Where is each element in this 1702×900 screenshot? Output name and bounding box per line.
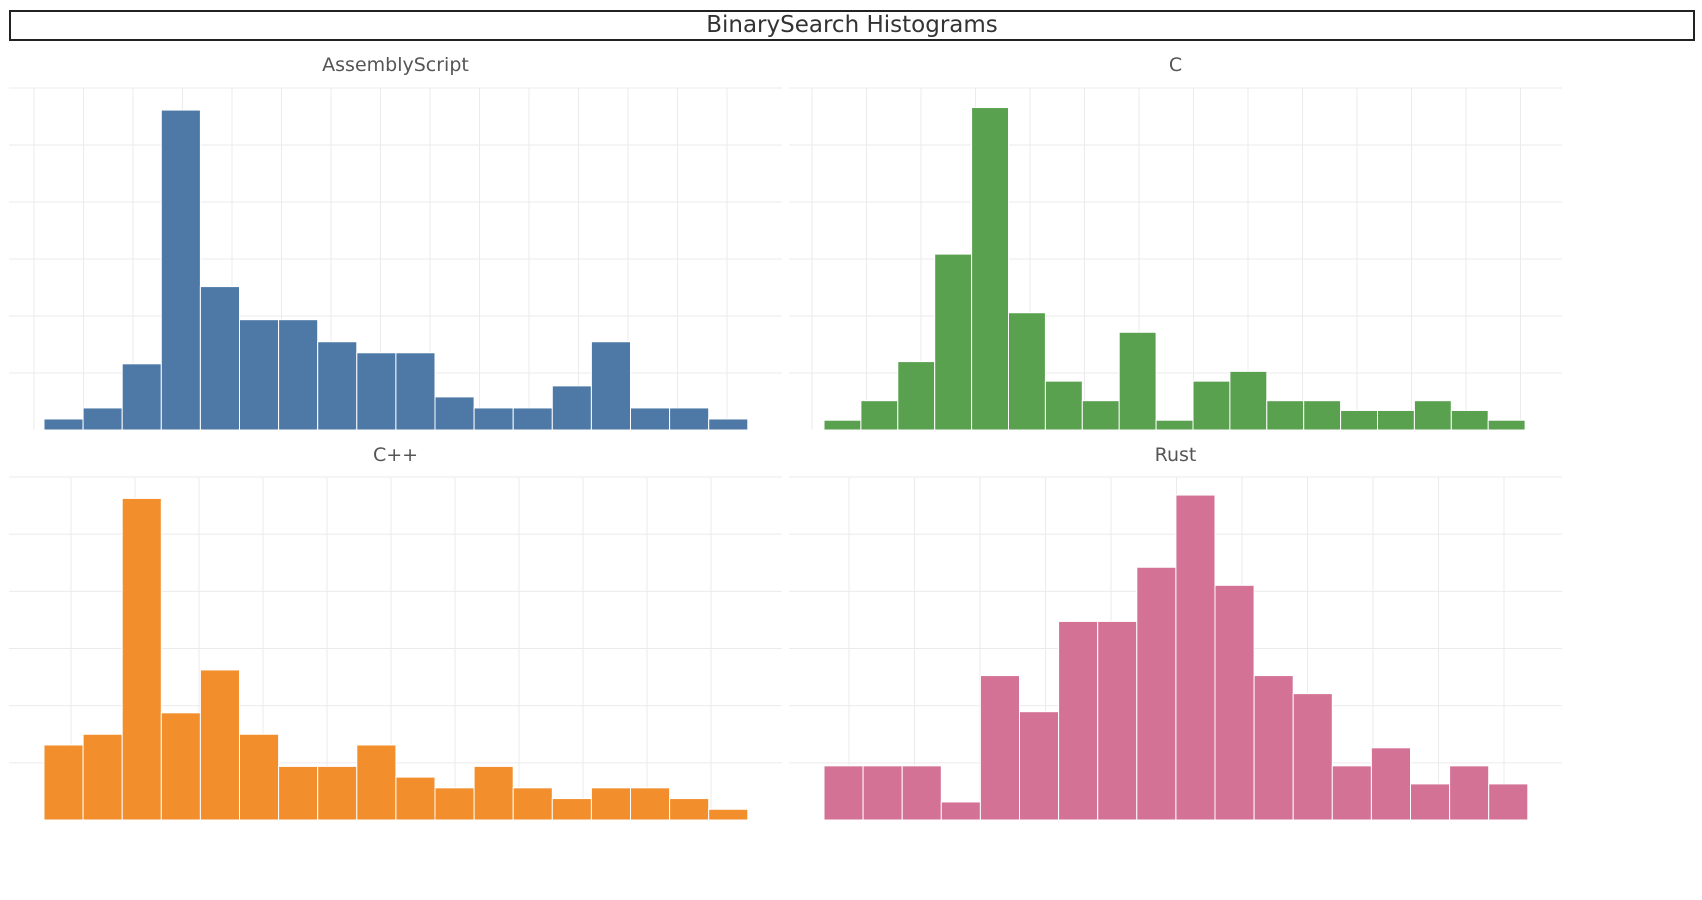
panel-cpp: C++ <box>9 440 782 821</box>
histogram-bar[interactable] <box>160 109 201 431</box>
histogram-bar[interactable] <box>199 669 240 821</box>
histogram-bar[interactable] <box>708 418 749 431</box>
histogram-bar[interactable] <box>1449 765 1490 821</box>
histogram-bar[interactable] <box>630 407 671 431</box>
histogram-bar[interactable] <box>1058 620 1099 821</box>
histogram-bar[interactable] <box>1008 312 1046 431</box>
histogram-bar[interactable] <box>669 407 710 431</box>
histogram-bar[interactable] <box>823 419 862 431</box>
histogram-bar[interactable] <box>1487 419 1526 431</box>
panel-title-cpp: C++ <box>372 444 419 466</box>
histogram-bar[interactable] <box>1377 409 1415 431</box>
histogram-bar[interactable] <box>356 352 397 431</box>
histogram-bar[interactable] <box>669 798 710 821</box>
histogram-bar[interactable] <box>897 361 936 431</box>
histogram-bar[interactable] <box>901 765 942 821</box>
histogram-bar[interactable] <box>512 787 553 821</box>
histogram-bar[interactable] <box>317 765 358 821</box>
histogram-bar[interactable] <box>823 765 864 821</box>
histogram-bar[interactable] <box>434 787 475 821</box>
histogram-cpp <box>9 476 782 821</box>
histogram-bar[interactable] <box>590 787 632 821</box>
histogram-bar[interactable] <box>1413 400 1452 431</box>
histogram-bar[interactable] <box>473 765 514 821</box>
histogram-bar[interactable] <box>708 808 749 821</box>
histogram-bar[interactable] <box>82 407 123 431</box>
panel-title-assemblyscript: AssemblyScript <box>322 54 469 76</box>
histogram-bar[interactable] <box>473 407 514 431</box>
panel-c: C <box>789 50 1562 431</box>
histogram-bar[interactable] <box>971 107 1010 431</box>
panel-title-rust: Rust <box>1154 444 1197 466</box>
histogram-bar[interactable] <box>1019 711 1060 821</box>
histogram-bar[interactable] <box>1118 331 1157 431</box>
histogram-rust <box>789 476 1562 821</box>
histogram-bar[interactable] <box>512 407 553 431</box>
histogram-bar[interactable] <box>1097 620 1138 821</box>
histogram-bar[interactable] <box>121 363 162 431</box>
histogram-bar[interactable] <box>239 319 280 431</box>
histogram-bar[interactable] <box>278 765 319 821</box>
panel-assemblyscript: AssemblyScript <box>9 50 782 431</box>
histogram-bar[interactable] <box>1253 675 1294 821</box>
histogram-bar[interactable] <box>1192 380 1231 431</box>
histogram-bar[interactable] <box>82 733 123 821</box>
histogram-c <box>789 87 1562 431</box>
histogram-bar[interactable] <box>434 396 475 431</box>
histogram-bar[interactable] <box>630 787 671 821</box>
histogram-bar[interactable] <box>1081 400 1120 431</box>
histogram-bar[interactable] <box>356 744 397 821</box>
panel-title-c: C <box>1168 54 1183 76</box>
histogram-bar[interactable] <box>1266 400 1305 431</box>
histogram-bar[interactable] <box>1136 566 1177 821</box>
histogram-bar[interactable] <box>590 341 632 431</box>
histogram-bar[interactable] <box>1155 419 1194 431</box>
histogram-bar[interactable] <box>1370 747 1412 821</box>
histogram-bar[interactable] <box>317 341 358 431</box>
histogram-bar[interactable] <box>1044 380 1083 431</box>
histogram-bar[interactable] <box>43 418 84 431</box>
histogram-bar[interactable] <box>395 352 436 431</box>
histogram-bar[interactable] <box>1175 494 1216 821</box>
histogram-bar[interactable] <box>1488 783 1529 821</box>
histogram-bar[interactable] <box>1331 765 1372 821</box>
panel-rust: Rust <box>789 440 1562 821</box>
histogram-bar[interactable] <box>278 319 319 431</box>
histogram-bar[interactable] <box>1229 370 1268 431</box>
histogram-bar[interactable] <box>934 253 973 431</box>
histogram-bar[interactable] <box>940 801 981 821</box>
histogram-assemblyscript <box>9 87 782 431</box>
histogram-bar[interactable] <box>551 385 592 431</box>
histogram-bar[interactable] <box>551 798 592 821</box>
histogram-bar[interactable] <box>1214 584 1255 821</box>
histogram-bar[interactable] <box>1292 693 1333 821</box>
histogram-bar[interactable] <box>979 675 1020 821</box>
histogram-bar[interactable] <box>1340 409 1378 431</box>
histogram-bar[interactable] <box>860 400 899 431</box>
chart-title: BinarySearch Histograms <box>706 12 998 38</box>
histogram-bar[interactable] <box>1450 409 1489 431</box>
histogram-bar[interactable] <box>160 712 201 821</box>
histogram-bar[interactable] <box>1303 400 1342 431</box>
histogram-bar[interactable] <box>862 765 903 821</box>
histogram-bar[interactable] <box>199 286 240 431</box>
histogram-bar[interactable] <box>121 497 162 821</box>
histogram-bar[interactable] <box>43 744 84 821</box>
histogram-bar[interactable] <box>239 733 280 821</box>
histogram-bar[interactable] <box>1410 783 1451 821</box>
chart-title-box: BinarySearch Histograms <box>9 10 1695 41</box>
histogram-bar[interactable] <box>395 776 436 821</box>
